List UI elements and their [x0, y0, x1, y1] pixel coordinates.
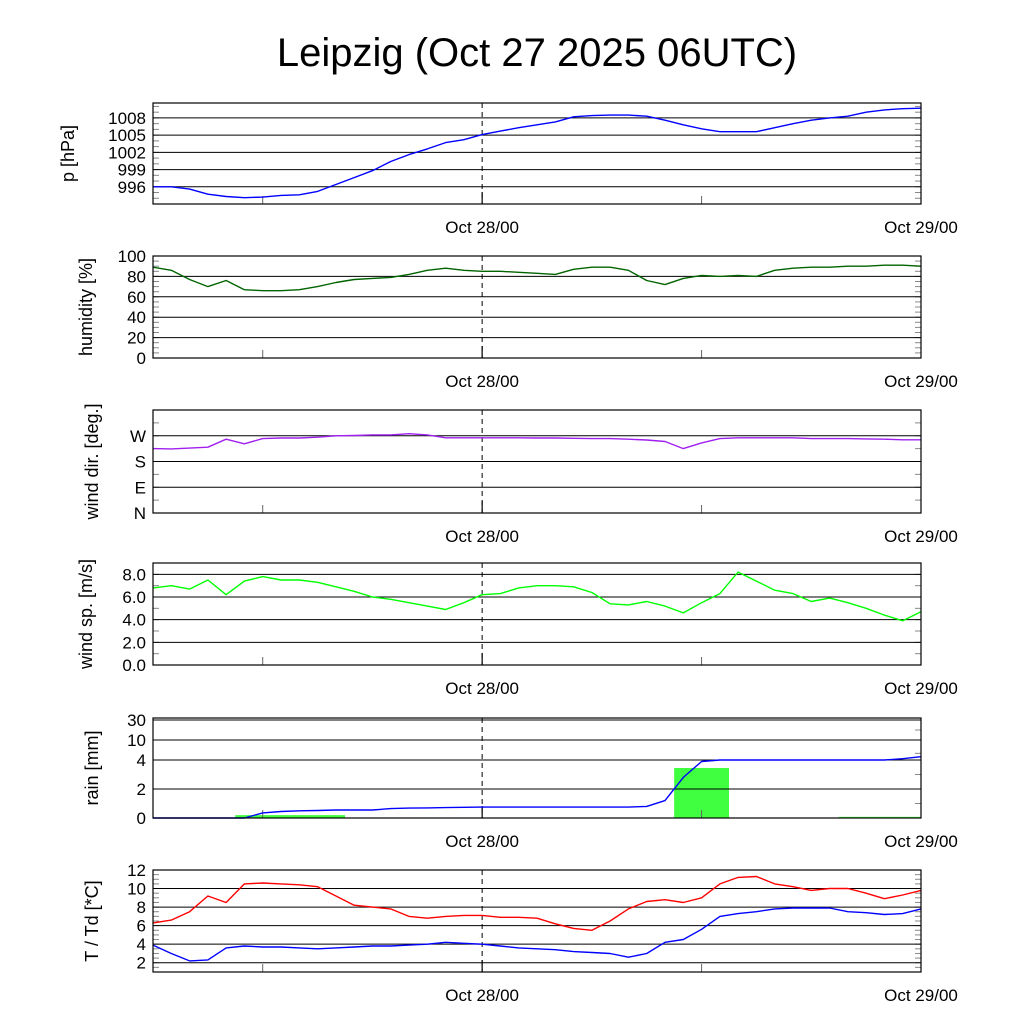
y-axis-label: wind dir. [deg.] — [82, 403, 102, 520]
y-tick-label: 30 — [127, 711, 146, 730]
y-axis-label: humidity [%] — [76, 258, 96, 356]
y-tick-label: E — [135, 478, 146, 497]
x-tick-label: Oct 29/00 — [884, 832, 958, 851]
y-tick-label: 100 — [118, 247, 146, 266]
y-tick-label: 1002 — [108, 143, 146, 162]
y-tick-label: 12 — [127, 861, 146, 880]
y-tick-label: N — [134, 504, 146, 523]
y-tick-label: 1008 — [108, 109, 146, 128]
y-axis-label: T / Td [*C] — [82, 880, 102, 961]
y-tick-label: 1005 — [108, 126, 146, 145]
y-tick-label: 2 — [137, 954, 146, 973]
y-tick-label: W — [130, 427, 146, 446]
plot-frame — [152, 717, 922, 819]
x-tick-label: Oct 29/00 — [884, 986, 958, 1005]
y-tick-label: 2 — [137, 780, 146, 799]
y-tick-label: 6.0 — [122, 588, 146, 607]
y-tick-label: 996 — [118, 178, 146, 197]
plot-frame — [152, 869, 922, 973]
x-tick-label: Oct 28/00 — [445, 372, 519, 391]
y-tick-label: 999 — [118, 161, 146, 180]
series-line-humidity — [152, 264, 922, 292]
chart-title: Leipzig (Oct 27 2025 06UTC) — [277, 31, 797, 75]
plot-frame — [152, 255, 922, 359]
x-tick-label: Oct 29/00 — [884, 527, 958, 546]
x-tick-label: Oct 28/00 — [445, 218, 519, 237]
y-tick-label: 6 — [137, 917, 146, 936]
x-tick-label: Oct 28/00 — [445, 986, 519, 1005]
y-tick-label: 20 — [127, 329, 146, 348]
y-tick-label: 80 — [127, 267, 146, 286]
x-tick-label: Oct 29/00 — [884, 218, 958, 237]
series-line-pressure — [153, 107, 922, 199]
y-tick-label: 8 — [137, 898, 146, 917]
series-line-temperature — [152, 875, 922, 931]
y-axis-label: wind sp. [m/s] — [76, 559, 96, 670]
y-tick-label: 0 — [137, 809, 146, 828]
y-tick-label: 40 — [127, 308, 146, 327]
series-line-accumulated-rain — [153, 756, 922, 819]
series-line-dew-point — [152, 907, 922, 962]
y-tick-label: 4 — [137, 751, 146, 770]
panel-3: 0.0 2.0 4.0 6.0 8.0 Oct 28/00 Oct 29/00 wind sp… — [76, 559, 958, 698]
y-tick-label: 4.0 — [122, 611, 146, 630]
x-tick-label: Oct 28/00 — [445, 527, 519, 546]
y-tick-label: 2.0 — [122, 633, 146, 652]
rain-bar — [235, 815, 345, 818]
y-tick-label: 8.0 — [122, 565, 146, 584]
y-tick-label: 10 — [127, 731, 146, 750]
plot-frame — [152, 562, 922, 666]
y-axis-label: p [hPa] — [58, 125, 78, 182]
x-tick-label: Oct 28/00 — [445, 832, 519, 851]
y-axis-label: rain [mm] — [82, 730, 102, 805]
rain-bar — [674, 767, 729, 818]
series-line-wind-direction — [152, 433, 921, 450]
y-tick-label: 4 — [137, 935, 146, 954]
y-tick-label: S — [135, 453, 146, 472]
y-tick-label: 0.0 — [122, 656, 146, 675]
x-tick-label: Oct 28/00 — [445, 679, 519, 698]
series-line-wind-speed — [152, 571, 922, 622]
plot-frame — [152, 102, 922, 205]
x-tick-label: Oct 29/00 — [884, 679, 958, 698]
y-tick-label: 60 — [127, 288, 146, 307]
y-tick-label: 10 — [127, 880, 146, 899]
y-tick-label: 0 — [137, 349, 146, 368]
plot-frame — [152, 409, 922, 514]
x-tick-label: Oct 29/00 — [884, 372, 958, 391]
